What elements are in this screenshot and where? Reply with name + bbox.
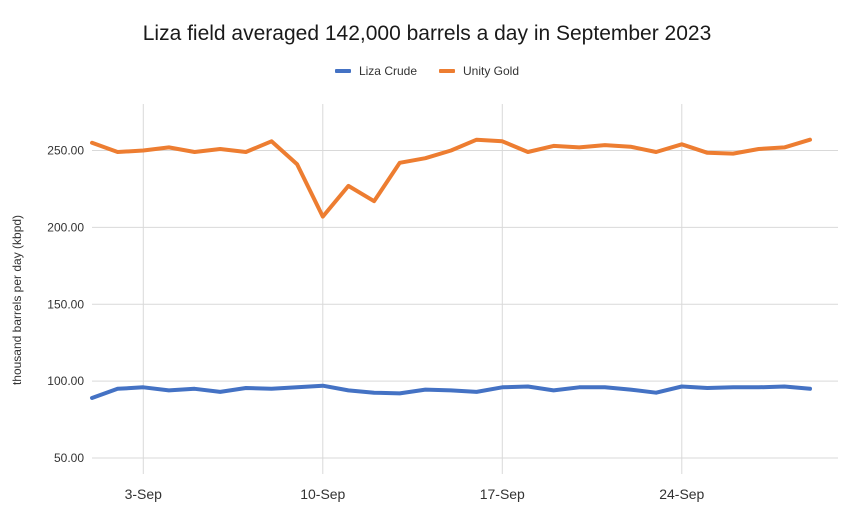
x-tick-label: 17-Sep [480,486,525,502]
legend-item-unity-gold: Unity Gold [439,64,519,78]
x-tick-label: 10-Sep [300,486,345,502]
chart-title: Liza field averaged 142,000 barrels a da… [142,22,712,45]
y-tick-label: 50.00 [54,451,84,465]
x-tick-label: 3-Sep [125,486,163,502]
legend-label-unity-gold: Unity Gold [463,64,520,78]
legend-swatch-unity-gold [439,69,455,73]
x-tick-label: 24-Sep [659,486,704,502]
y-tick-label: 200.00 [47,220,84,234]
legend-item-liza-crude: Liza Crude [334,64,417,78]
legend: Liza Crude Unity Gold [0,64,854,78]
legend-label-liza-crude: Liza Crude [358,64,417,78]
y-axis-label: thousand barrels per day (kbpd) [10,215,24,385]
series-line-liza-crude [90,383,812,400]
y-tick-label: 250.00 [47,144,84,158]
y-tick-label: 150.00 [47,297,84,311]
series-line-unity-gold [90,137,812,219]
legend-swatch-liza-crude [334,69,351,73]
y-tick-label: 100.00 [47,374,84,388]
